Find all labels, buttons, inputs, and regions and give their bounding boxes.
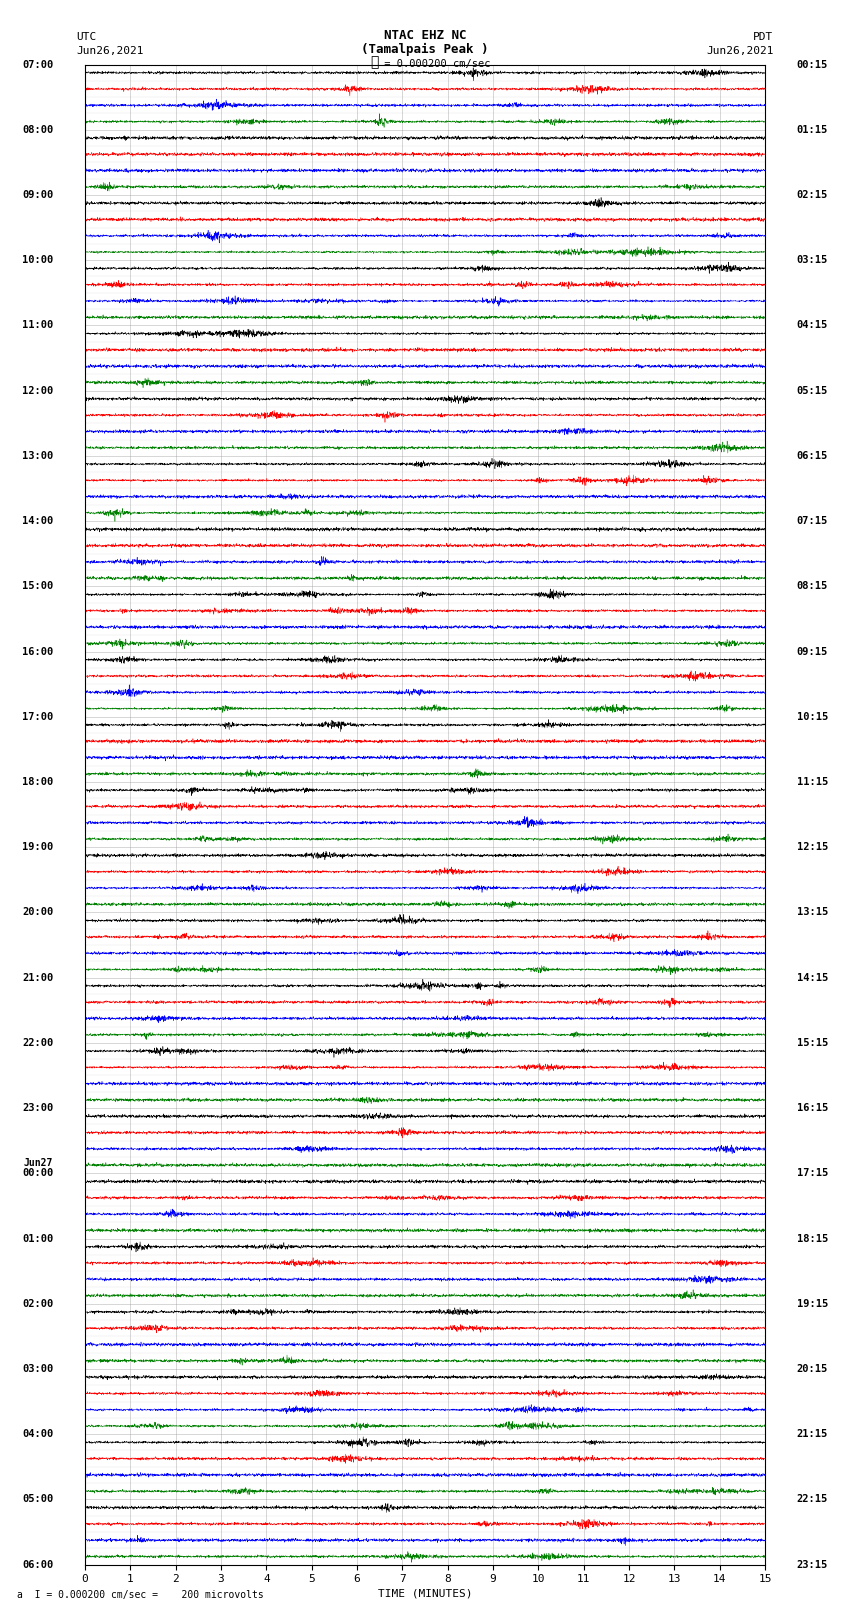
Text: 05:15: 05:15: [796, 386, 828, 395]
Text: 15:00: 15:00: [22, 581, 54, 592]
Text: 22:15: 22:15: [796, 1494, 828, 1505]
Text: 04:00: 04:00: [22, 1429, 54, 1439]
Text: 06:00: 06:00: [22, 1560, 54, 1569]
Text: 05:00: 05:00: [22, 1494, 54, 1505]
Text: 23:00: 23:00: [22, 1103, 54, 1113]
Text: 21:15: 21:15: [796, 1429, 828, 1439]
Text: 23:15: 23:15: [796, 1560, 828, 1569]
Text: 19:00: 19:00: [22, 842, 54, 852]
Text: 19:15: 19:15: [796, 1298, 828, 1308]
Text: 20:15: 20:15: [796, 1365, 828, 1374]
Text: 12:15: 12:15: [796, 842, 828, 852]
Text: 11:00: 11:00: [22, 321, 54, 331]
Text: 06:15: 06:15: [796, 452, 828, 461]
Text: 15:15: 15:15: [796, 1037, 828, 1048]
Text: 03:15: 03:15: [796, 255, 828, 265]
Text: 02:00: 02:00: [22, 1298, 54, 1308]
Text: 18:00: 18:00: [22, 777, 54, 787]
Text: PDT: PDT: [753, 32, 774, 42]
Text: UTC: UTC: [76, 32, 97, 42]
Text: 12:00: 12:00: [22, 386, 54, 395]
Text: 14:00: 14:00: [22, 516, 54, 526]
Text: 07:15: 07:15: [796, 516, 828, 526]
Text: 16:15: 16:15: [796, 1103, 828, 1113]
Text: 22:00: 22:00: [22, 1037, 54, 1048]
Text: 18:15: 18:15: [796, 1234, 828, 1244]
X-axis label: TIME (MINUTES): TIME (MINUTES): [377, 1589, 473, 1598]
Text: 13:00: 13:00: [22, 452, 54, 461]
Text: 02:15: 02:15: [796, 190, 828, 200]
Text: a  I = 0.000200 cm/sec =    200 microvolts: a I = 0.000200 cm/sec = 200 microvolts: [17, 1590, 264, 1600]
Text: 17:00: 17:00: [22, 711, 54, 721]
Text: Jun26,2021: Jun26,2021: [706, 47, 774, 56]
Text: NTAC EHZ NC: NTAC EHZ NC: [383, 29, 467, 42]
Text: ⎿: ⎿: [370, 55, 378, 69]
Text: 08:00: 08:00: [22, 124, 54, 135]
Text: Jun27: Jun27: [24, 1158, 54, 1168]
Text: 03:00: 03:00: [22, 1365, 54, 1374]
Text: 09:00: 09:00: [22, 190, 54, 200]
Text: 07:00: 07:00: [22, 60, 54, 69]
Text: 04:15: 04:15: [796, 321, 828, 331]
Text: 09:15: 09:15: [796, 647, 828, 656]
Text: 21:00: 21:00: [22, 973, 54, 982]
Text: 01:15: 01:15: [796, 124, 828, 135]
Text: Jun26,2021: Jun26,2021: [76, 47, 144, 56]
Text: 11:15: 11:15: [796, 777, 828, 787]
Text: 01:00: 01:00: [22, 1234, 54, 1244]
Text: 10:00: 10:00: [22, 255, 54, 265]
Text: 14:15: 14:15: [796, 973, 828, 982]
Text: 08:15: 08:15: [796, 581, 828, 592]
Text: 16:00: 16:00: [22, 647, 54, 656]
Text: 10:15: 10:15: [796, 711, 828, 721]
Text: (Tamalpais Peak ): (Tamalpais Peak ): [361, 44, 489, 56]
Text: 20:00: 20:00: [22, 908, 54, 918]
Text: 00:00: 00:00: [22, 1168, 54, 1177]
Text: 17:15: 17:15: [796, 1168, 828, 1177]
Text: 13:15: 13:15: [796, 908, 828, 918]
Text: 00:15: 00:15: [796, 60, 828, 69]
Text: = 0.000200 cm/sec: = 0.000200 cm/sec: [378, 60, 490, 69]
